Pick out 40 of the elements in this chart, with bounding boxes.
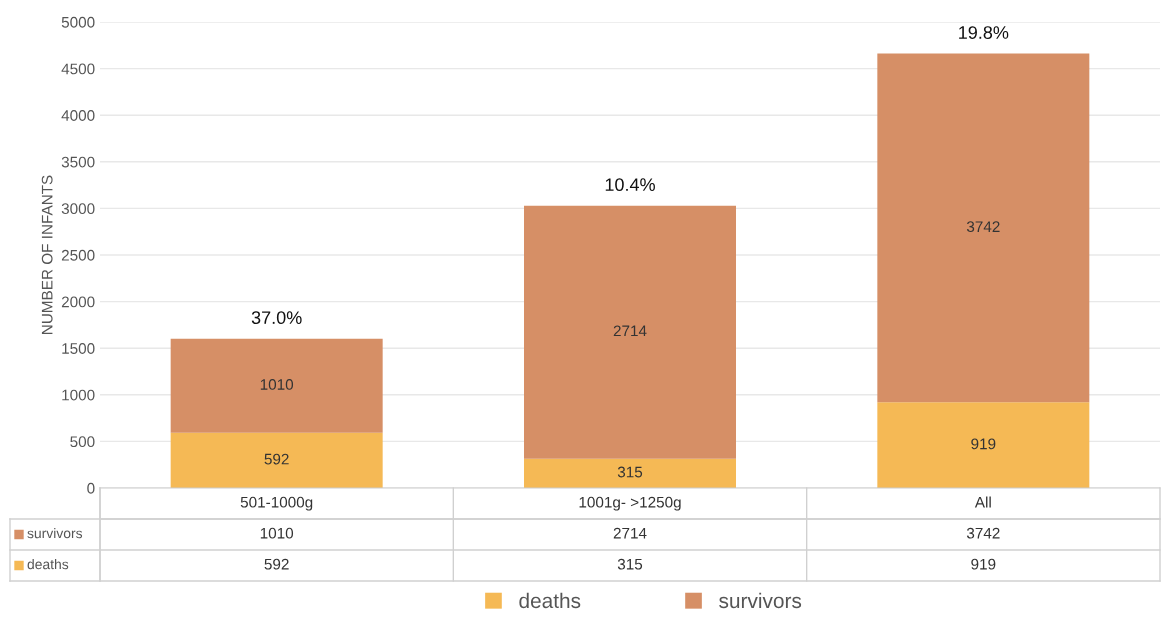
- text: 1010: [260, 379, 294, 390]
- text: 2714: [613, 325, 647, 337]
- annotation: 19.8%: [959, 26, 1009, 39]
- data-label: 919: [971, 558, 996, 570]
- data-label: 3742: [966, 527, 1000, 539]
- bar: [877, 53, 1090, 403]
- text: 3742: [966, 221, 1000, 233]
- x-tick-label: 501-1000g: [240, 496, 313, 511]
- y-tick-label: 2500: [61, 249, 95, 261]
- text: 592: [264, 453, 289, 465]
- annotation: 37.0%: [251, 311, 302, 325]
- bar: [524, 205, 736, 459]
- text: 919: [971, 438, 996, 450]
- annotation: 10.4%: [605, 178, 655, 192]
- text: deaths: [27, 559, 69, 570]
- y-tick-label: 2000: [61, 296, 95, 308]
- y-tick-label: 0: [87, 482, 95, 494]
- y-tick-label: 4000: [61, 110, 95, 121]
- bar: [170, 338, 383, 433]
- x-tick-label: 1001g- >1250g: [579, 496, 681, 511]
- y-tick-label: 1000: [62, 389, 95, 401]
- y-tick-label: 5000: [61, 16, 95, 28]
- y-tick-label: 500: [70, 436, 95, 448]
- text: 315: [617, 466, 643, 478]
- x-tick-label: All: [974, 496, 991, 508]
- data-label: 2714: [613, 527, 647, 539]
- y-tick-label: 1500: [62, 343, 95, 354]
- data-label: 592: [264, 558, 289, 570]
- y-tick-label: 3500: [61, 156, 95, 168]
- y-axis-title: NUMBER OF INFANTS: [41, 175, 53, 334]
- data-label: 1010: [260, 527, 294, 539]
- bar: [877, 402, 1090, 488]
- bar: [170, 432, 383, 488]
- y-tick-label: 3000: [61, 203, 95, 215]
- legend-label: deaths: [519, 592, 581, 609]
- data-label: 315: [617, 558, 643, 570]
- y-tick-label: 4500: [61, 63, 95, 75]
- legend-label: survivors: [27, 528, 83, 539]
- text: survivors: [719, 592, 802, 609]
- bar: [524, 458, 736, 488]
